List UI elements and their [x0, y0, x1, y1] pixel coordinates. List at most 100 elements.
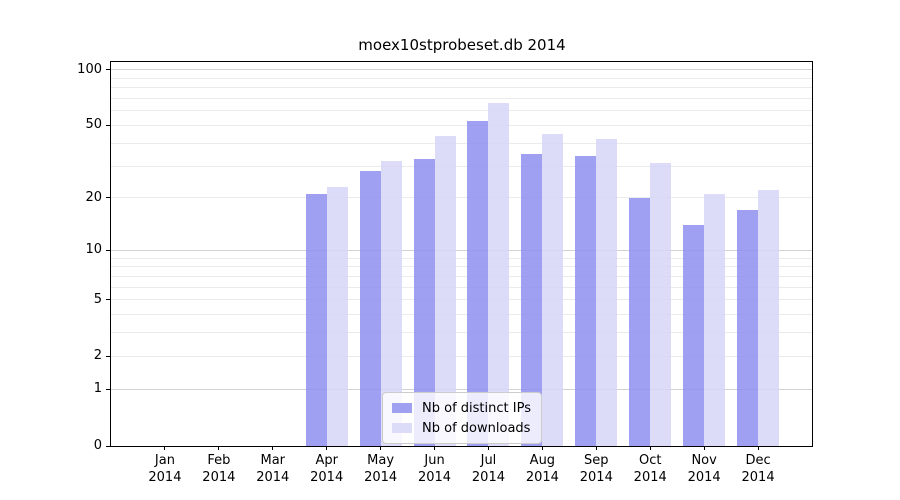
minor-gridline	[111, 97, 812, 99]
bar-distinct-ips-jul	[467, 120, 489, 446]
major-gridline	[111, 388, 812, 390]
y-tick-mark	[106, 124, 110, 126]
x-tick-label: May 2014	[351, 452, 411, 486]
minor-gridline	[111, 87, 812, 89]
x-tick-month: Apr	[315, 453, 338, 468]
x-tick-mark	[487, 446, 489, 450]
x-tick-label: Mar 2014	[243, 452, 303, 486]
bar-distinct-ips-dec	[737, 210, 759, 446]
minor-gridline	[111, 332, 812, 334]
x-tick-year: 2014	[256, 470, 290, 485]
minor-gridline	[111, 286, 812, 288]
bar-downloads-jul	[488, 103, 510, 446]
legend-swatch	[392, 423, 413, 433]
y-tick-mark	[106, 249, 110, 251]
minor-gridline	[111, 197, 812, 199]
x-tick-month: Dec	[745, 453, 771, 468]
y-tick-label: 20	[85, 189, 102, 205]
x-tick-mark	[703, 446, 705, 450]
legend-item: Nb of downloads	[392, 418, 531, 438]
x-tick-label: Dec 2014	[728, 452, 788, 486]
x-tick-label: Nov 2014	[674, 452, 734, 486]
bars-layer	[111, 62, 812, 446]
chart-title: moex10stprobeset.db 2014	[358, 36, 566, 54]
bar-distinct-ips-sep	[575, 156, 597, 446]
gridlines-layer	[111, 62, 812, 446]
bar-distinct-ips-nov	[683, 225, 705, 446]
y-tick-mark	[106, 445, 110, 447]
minor-gridline	[111, 110, 812, 112]
x-tick-label: Aug 2014	[512, 452, 572, 486]
minor-gridline	[111, 266, 812, 268]
y-tick-mark	[106, 69, 110, 71]
bar-downloads-jun	[434, 135, 456, 446]
x-tick-mark	[326, 446, 328, 450]
x-tick-mark	[595, 446, 597, 450]
minor-gridline	[111, 355, 812, 357]
x-tick-year: 2014	[310, 470, 344, 485]
y-tick-mark	[106, 299, 110, 301]
bar-downloads-apr	[326, 186, 348, 446]
plot-area	[110, 61, 813, 447]
minor-gridline	[111, 142, 812, 144]
x-tick-label: Jan 2014	[135, 452, 195, 486]
minor-gridline	[111, 165, 812, 167]
minor-gridline	[111, 314, 812, 316]
x-tick-year: 2014	[364, 470, 398, 485]
legend: Nb of distinct IPs Nb of downloads	[382, 392, 542, 444]
x-tick-label: Sep 2014	[566, 452, 626, 486]
x-tick-month: May	[367, 453, 395, 468]
y-tick-mark	[106, 197, 110, 199]
y-tick-label: 5	[93, 291, 102, 307]
major-gridline	[111, 249, 812, 251]
x-tick-mark	[757, 446, 759, 450]
x-tick-year: 2014	[525, 470, 559, 485]
x-tick-month: Jun	[424, 453, 445, 468]
y-tick-mark	[106, 388, 110, 390]
x-tick-month: Feb	[207, 453, 231, 468]
major-gridline	[111, 69, 812, 71]
minor-gridline	[111, 257, 812, 259]
x-tick-year: 2014	[202, 470, 236, 485]
x-tick-mark	[541, 446, 543, 450]
y-tick-label: 1	[93, 381, 102, 397]
x-tick-month: Sep	[584, 453, 609, 468]
x-tick-mark	[164, 446, 166, 450]
x-tick-label: Jun 2014	[405, 452, 465, 486]
minor-gridline	[111, 299, 812, 301]
legend-item: Nb of distinct IPs	[392, 398, 531, 418]
x-tick-label: Jul 2014	[458, 452, 518, 486]
x-tick-label: Oct 2014	[620, 452, 680, 486]
bar-distinct-ips-may	[359, 171, 381, 446]
bar-distinct-ips-apr	[305, 194, 327, 446]
x-tick-mark	[380, 446, 382, 450]
y-tick-label: 100	[77, 61, 102, 77]
x-tick-mark	[649, 446, 651, 450]
legend-label: Nb of downloads	[422, 420, 531, 436]
bar-downloads-nov	[704, 194, 726, 446]
x-tick-month: Jul	[480, 453, 497, 468]
x-tick-year: 2014	[148, 470, 182, 485]
x-tick-year: 2014	[633, 470, 667, 485]
y-tick-label: 0	[93, 438, 102, 453]
x-tick-year: 2014	[687, 470, 721, 485]
x-tick-month: Jan	[154, 453, 175, 468]
bar-distinct-ips-jun	[413, 158, 435, 446]
x-tick-year: 2014	[741, 470, 775, 485]
x-tick-month: Nov	[691, 453, 717, 468]
bar-distinct-ips-oct	[629, 197, 651, 446]
y-tick-label: 50	[85, 117, 102, 133]
minor-gridline	[111, 275, 812, 277]
bar-downloads-dec	[758, 190, 780, 446]
x-tick-year: 2014	[579, 470, 613, 485]
legend-swatch	[392, 403, 413, 413]
y-tick-mark	[106, 355, 110, 357]
bar-downloads-sep	[596, 139, 618, 446]
y-tick-label: 10	[85, 242, 102, 258]
x-tick-year: 2014	[471, 470, 505, 485]
x-tick-month: Aug	[529, 453, 556, 468]
bar-downloads-aug	[542, 133, 564, 446]
minor-gridline	[111, 124, 812, 126]
minor-gridline	[111, 77, 812, 79]
